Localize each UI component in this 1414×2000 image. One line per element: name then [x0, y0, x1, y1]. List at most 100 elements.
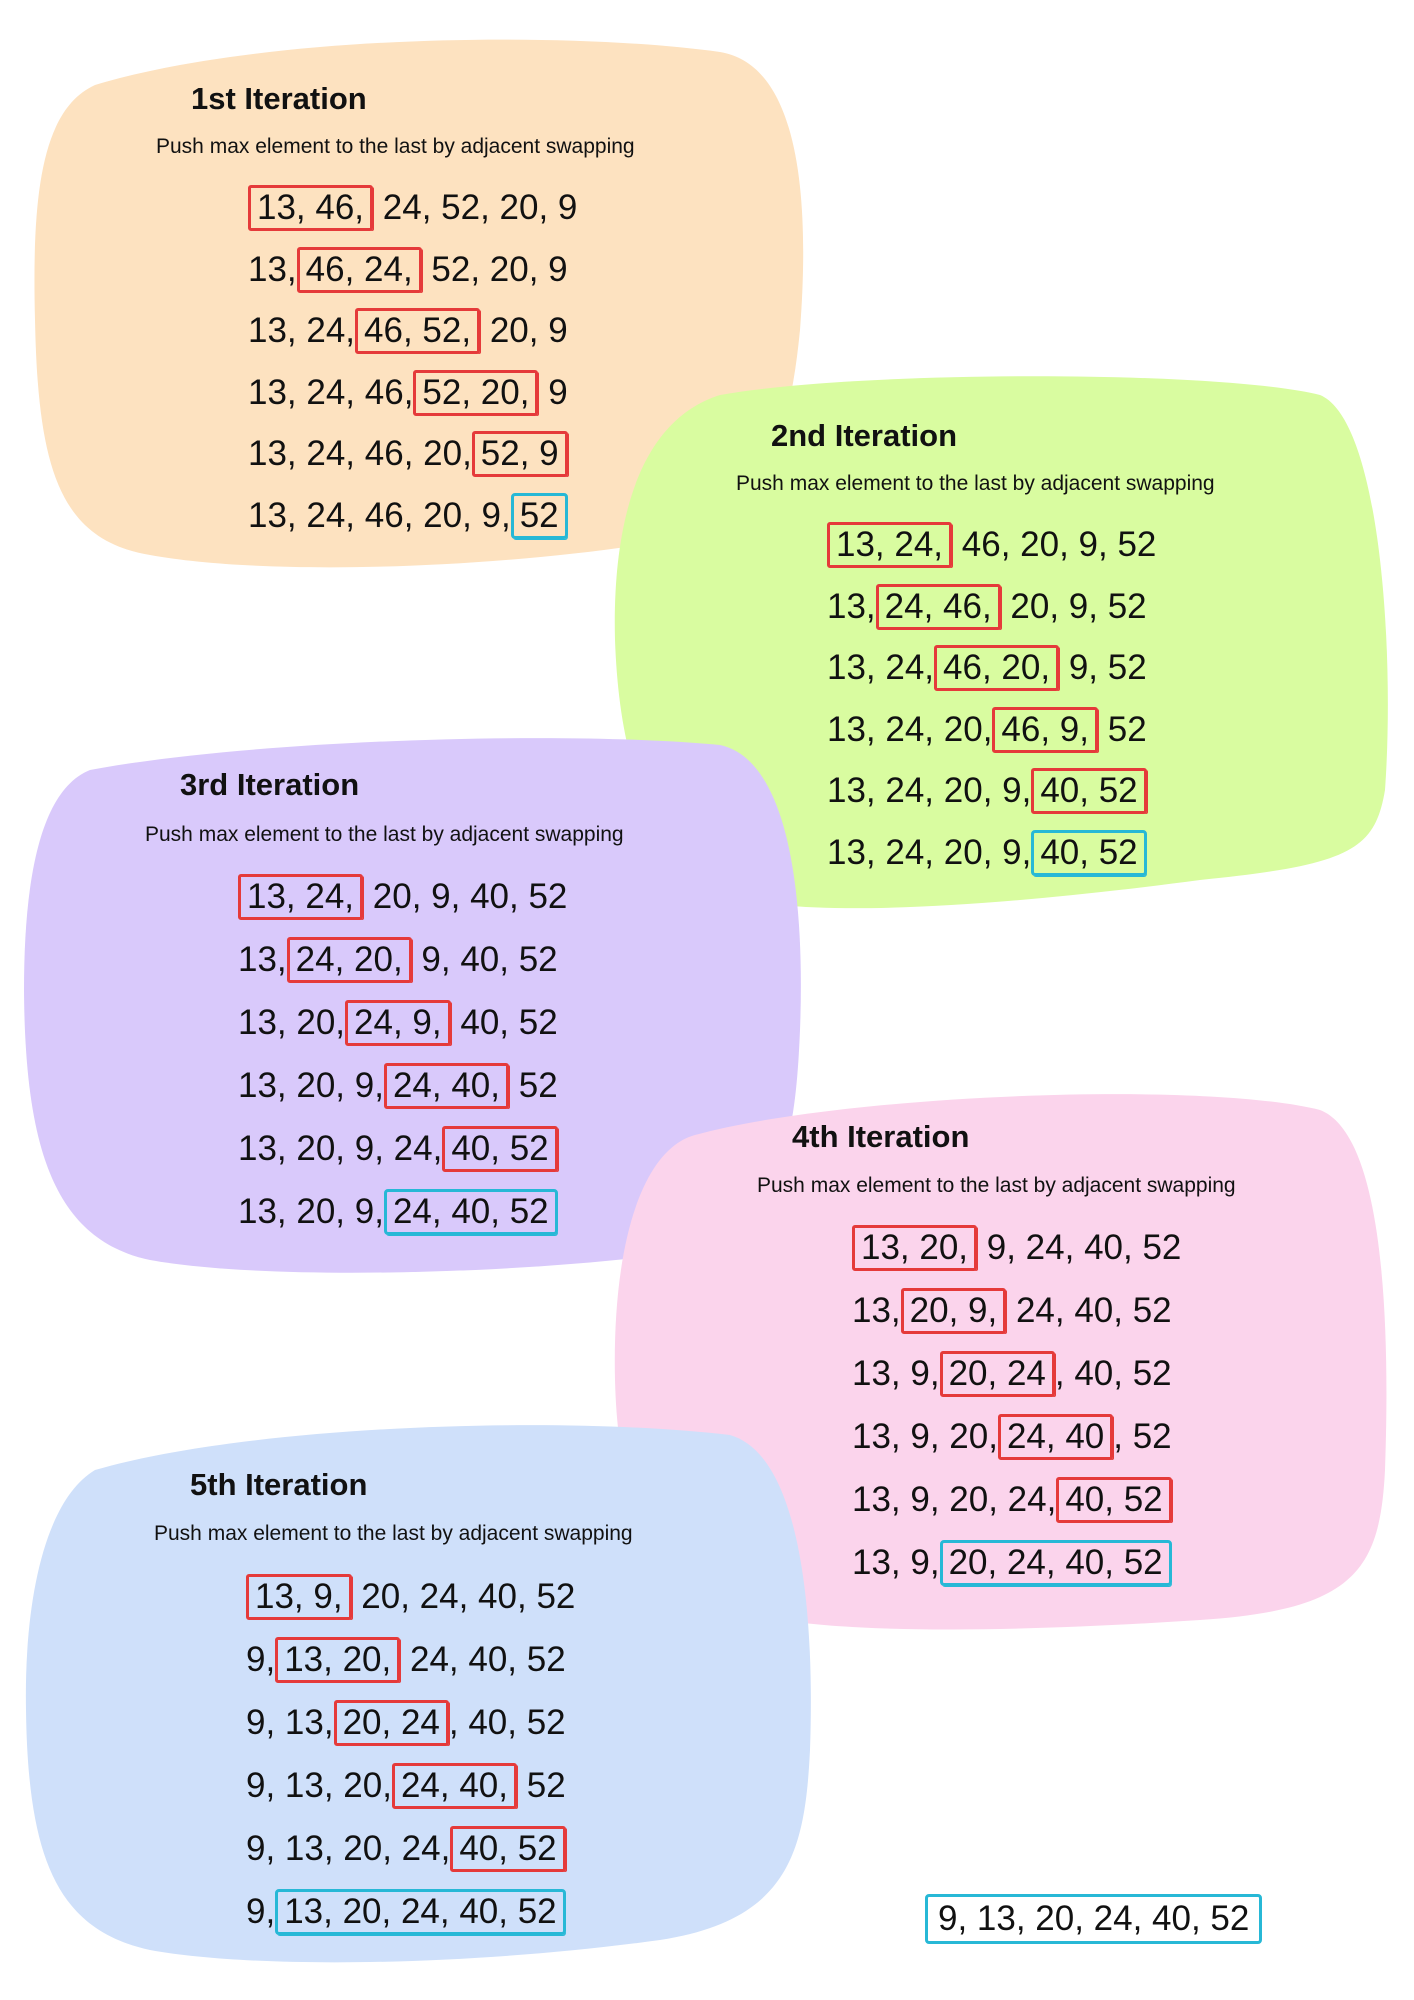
array-values: 13, 20, 9, 24, [238, 1129, 443, 1168]
array-state-row: 13, 9, 20, 24, 40, 52 [852, 1540, 1172, 1586]
iteration-5-subtitle: Push max element to the last by adjacent… [154, 1522, 633, 1545]
array-values: 13, [248, 249, 297, 289]
swap-pair-box: 40, 52 [450, 1826, 566, 1872]
array-values: 13, 9, 20, 24, [852, 1480, 1057, 1519]
swap-pair-box: 24, 40, [383, 1063, 509, 1109]
array-values: 9, 13, [246, 1703, 334, 1742]
array-state-row: 13, 20, 9, 24, 40, 52 [852, 1288, 1172, 1334]
array-values: 9, 52 [1059, 648, 1147, 687]
array-values: 13, 9, [852, 1543, 940, 1582]
array-values: 9, 40, 52 [411, 940, 558, 979]
swap-pair-box: 13, 46, [248, 185, 374, 231]
array-state-row: 13, 9, 20, 24, 40, 52 [852, 1414, 1172, 1460]
iteration-5-blob [25, 1425, 811, 1963]
array-state-row: 13, 9, 20, 24, 40, 52 [852, 1477, 1172, 1523]
iteration-4-subtitle: Push max element to the last by adjacent… [757, 1174, 1236, 1197]
swap-pair-box: 24, 40, [391, 1763, 517, 1809]
array-values: 13, 24, [248, 311, 356, 350]
swap-pair-box: 46, 9, [992, 706, 1098, 753]
array-values: 13, 24, 46, [248, 372, 414, 412]
array-state-row: 9, 13, 20, 24, 40, 52 [246, 1889, 566, 1935]
array-values: 9, 24, 40, 52 [977, 1228, 1182, 1267]
array-values: 13, [827, 586, 876, 626]
swap-pair-box: 13, 20, [275, 1637, 401, 1683]
array-state-row: 13, 9, 20, 24, 40, 52 [246, 1574, 575, 1620]
iteration-2-blob [614, 376, 1388, 909]
array-values: 13, 9, [852, 1354, 940, 1393]
iteration-1-blob [34, 39, 804, 568]
array-values: 13, 24, 20, [827, 709, 993, 749]
array-state-row: 13, 24, 46, 20, 9, 52 [248, 492, 568, 539]
array-values: 24, 52, 20, 9 [373, 188, 578, 227]
array-values: , 52 [1113, 1417, 1172, 1456]
iteration-4-title: 4th Iteration [792, 1119, 970, 1154]
array-values: 40, 52 [450, 1003, 558, 1042]
iteration-4-blob [614, 1094, 1387, 1630]
array-values: 24, 40, 52 [400, 1640, 566, 1679]
iteration-5-title: 5th Iteration [190, 1467, 368, 1502]
swap-pair-box: 20, 24 [939, 1351, 1055, 1397]
array-values: , 40, 52 [448, 1703, 566, 1742]
array-values: 9, 13, 20, 24, [246, 1829, 451, 1868]
sorted-portion-box: 24, 40, 52 [383, 1189, 558, 1235]
array-state-row: 9, 13, 20, 24, 40, 52 [246, 1637, 566, 1683]
array-values: 52 [517, 1766, 566, 1805]
array-values: 52, 20, 9 [421, 249, 568, 289]
swap-pair-box: 20, 9, [900, 1288, 1007, 1334]
array-values: 20, 9, 52 [1000, 586, 1147, 626]
array-values: 13, 24, 20, 9, [827, 832, 1032, 872]
array-values: 13, 24, [827, 648, 935, 687]
array-state-row: 13, 24, 46, 20, 9, 52 [827, 583, 1147, 630]
array-state-row: 13, 9, 20, 24, 40, 52 [852, 1351, 1172, 1397]
array-values: 52 [509, 1066, 558, 1105]
array-values: 24, 40, 52 [1006, 1291, 1172, 1330]
array-state-row: 13, 24, 20, 9, 40, 52 [827, 768, 1147, 814]
array-values: 13, 20, [238, 1003, 346, 1042]
array-values: 13, 24, 20, 9, [827, 771, 1032, 810]
array-state-row: 13, 24, 20, 9, 40, 52 [827, 829, 1147, 876]
swap-pair-box: 24, 40 [997, 1414, 1114, 1460]
sorted-portion-box: 20, 24, 40, 52 [939, 1540, 1172, 1586]
array-values: 20, 9, 40, 52 [363, 877, 568, 916]
sorted-portion-box: 13, 20, 24, 40, 52 [275, 1889, 566, 1935]
iteration-2-title: 2nd Iteration [771, 418, 958, 453]
iteration-3-title: 3rd Iteration [180, 767, 360, 802]
swap-pair-box: 40, 52 [1056, 1477, 1172, 1523]
array-state-row: 13, 24, 46, 20, 9, 52 [827, 645, 1147, 691]
array-state-row: 13, 24, 20, 9, 40, 52 [238, 937, 558, 983]
array-values: 46, 20, 9, 52 [952, 525, 1157, 564]
array-values: 9, [246, 1892, 276, 1931]
array-state-row: 9, 13, 20, 24, 40, 52 [246, 1763, 566, 1809]
array-state-row: 13, 20, 24, 9, 40, 52 [238, 1000, 558, 1046]
array-values: 13, [852, 1291, 901, 1330]
swap-pair-box: 46, 24, [296, 246, 422, 293]
swap-pair-box: 46, 52, [355, 308, 481, 354]
array-state-row: 9, 13, 20, 24, 40, 52 [246, 1826, 566, 1872]
iteration-1-title: 1st Iteration [191, 81, 367, 116]
array-values: 13, 9, 20, [852, 1417, 998, 1456]
array-values: 9, 13, 20, [246, 1766, 392, 1805]
array-values: 13, 20, 9, [238, 1192, 384, 1231]
swap-pair-box: 13, 20, [852, 1225, 978, 1271]
array-state-row: 13, 20, 9, 24, 40, 52 [238, 1063, 558, 1109]
swap-pair-box: 24, 20, [286, 937, 412, 983]
array-state-row: 13, 20, 9, 24, 40, 52 [852, 1225, 1181, 1271]
swap-pair-box: 13, 9, [246, 1574, 352, 1620]
array-values: 20, 24, 40, 52 [351, 1577, 576, 1616]
array-values: 13, [238, 940, 287, 979]
array-values: , 40, 52 [1054, 1354, 1172, 1393]
array-values: 9 [538, 372, 568, 412]
iteration-3-blob [24, 738, 801, 1273]
array-state-row: 9, 13, 20, 24, 40, 52 [246, 1700, 566, 1746]
swap-pair-box: 13, 24, [827, 522, 953, 568]
iteration-3-subtitle: Push max element to the last by adjacent… [145, 823, 624, 846]
array-state-row: 13, 24, 20, 46, 9, 52 [827, 706, 1147, 753]
swap-pair-box: 20, 24 [333, 1700, 449, 1746]
array-state-row: 13, 24, 46, 52, 20, 9 [248, 308, 568, 354]
array-state-row: 13, 20, 9, 24, 40, 52 [238, 1126, 558, 1172]
array-values: 9, [246, 1640, 276, 1679]
final-sorted-array: 9, 13, 20, 24, 40, 52 [925, 1894, 1263, 1944]
iteration-1-subtitle: Push max element to the last by adjacent… [156, 135, 635, 158]
swap-pair-box: 24, 9, [345, 1000, 451, 1046]
